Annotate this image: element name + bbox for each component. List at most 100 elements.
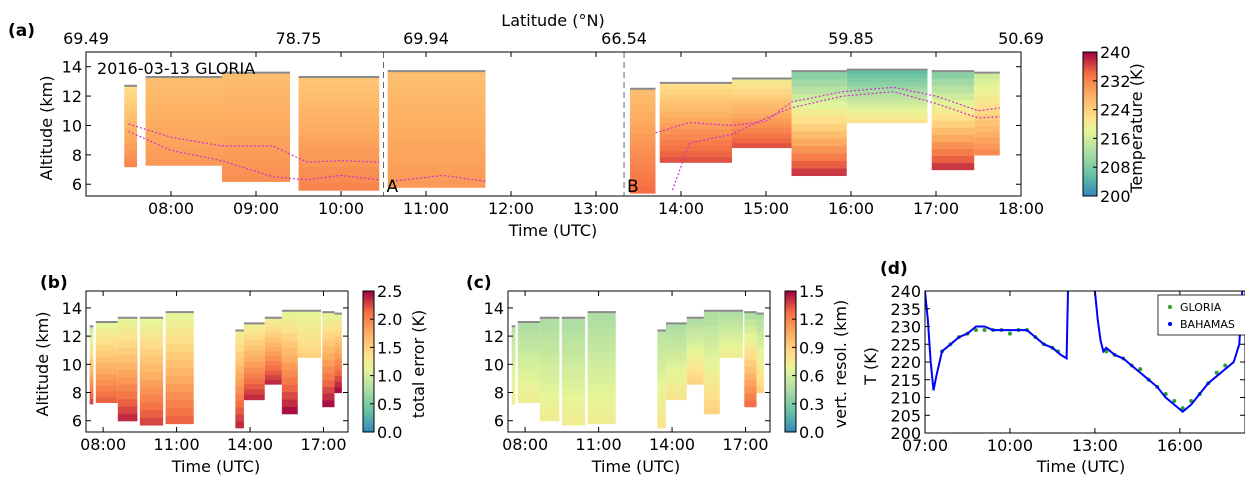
data-segment [89,325,94,405]
heat-cell [587,415,616,425]
y-tick-label: 205 [890,406,921,425]
heat-cell [686,360,704,366]
heat-cell [89,392,94,399]
heat-cell [587,359,616,369]
heat-cell [686,317,704,324]
heat-cell [756,381,764,388]
heat-cell [659,88,732,95]
heat-cell [630,155,656,164]
x-tick-label: 17:00 [722,435,768,454]
heat-cell [719,334,744,338]
heat-cell [281,406,298,415]
data-segment [387,70,486,188]
y-tick-label: 6 [494,412,504,431]
heat-cell [665,388,687,395]
heat-cell [931,85,975,93]
heat-cell [561,409,586,418]
y-tick-label: 10 [484,355,504,374]
heat-cell [387,120,486,130]
heat-cell [243,339,265,346]
heat-cell [322,372,335,381]
heat-cell [235,393,244,401]
heat-cell [165,375,194,385]
heat-cell [744,386,757,394]
heat-cell [145,139,222,147]
legend-marker-bahamas [1168,322,1172,326]
top-tick-label: 66.54 [601,29,647,48]
data-segment [95,321,118,403]
heat-cell [222,126,290,136]
heat-cell [511,381,516,388]
y-tick-label: 240 [890,282,921,301]
heat-cell [517,322,540,329]
data-segment [139,316,164,426]
heat-cell [511,326,516,333]
heat-cell [630,178,656,187]
heat-cell [732,108,792,114]
heat-cell [124,137,137,145]
heat-cell [89,337,94,344]
top-tick-label: 50.69 [998,29,1044,48]
panel-a-top-axis-label: Latitude (°N) [501,11,604,30]
x-tick-label: 14:00 [227,435,273,454]
heat-cell [744,332,757,340]
heat-cell [222,150,290,159]
heat-cell [145,95,222,103]
heat-cell [517,373,540,381]
heat-cell [744,318,757,327]
x-tick-label: 14:00 [649,435,695,454]
heat-cell [756,369,764,377]
heat-cell [95,362,118,369]
heat-cell [387,104,486,114]
heat-cell [235,420,244,429]
heat-cell [235,330,244,339]
heat-cell [974,119,1000,127]
heat-cell [846,103,928,109]
heat-cell [686,336,704,343]
panel-letter-d: (d) [880,259,908,279]
heat-cell [587,336,616,345]
heat-cell [719,320,744,325]
x-tick-label: 13:00 [1072,436,1118,455]
y-tick-label: 14 [484,299,504,318]
heat-cell [124,114,137,122]
heat-cell [117,317,138,326]
heat-cell [281,310,298,319]
heat-cell [561,363,586,372]
y-tick-label: 10 [62,355,82,374]
heat-cell [139,401,164,411]
heat-cell [297,314,322,318]
heat-cell [561,333,586,342]
heat-cell [703,347,720,356]
heat-cell [264,331,282,338]
heat-cell [561,325,586,334]
data-segment [703,309,720,415]
heat-cell [931,148,975,157]
heat-cell [322,345,335,354]
heat-cell [732,88,792,94]
gloria-point [1138,367,1143,372]
heat-cell [334,330,342,337]
panel-a-plot-area: A B 08:00 09:00 10:00 11:00 12:00 13:00 14:00 15:… [62,29,1044,218]
heat-cell [511,387,516,394]
heat-cell [657,372,666,380]
heat-cell [665,345,687,352]
heat-cell [719,350,744,355]
heat-cell [791,100,847,109]
heat-cell [387,87,486,97]
heat-cell [124,91,137,98]
heat-cell [165,336,194,345]
heat-cell [517,390,540,398]
heat-cell [846,114,928,120]
colorbar-tick-label: 216 [1100,129,1131,148]
x-tick-label: 16:00 [1157,436,1203,455]
heat-cell [165,328,194,337]
y-tick-label: 200 [890,424,921,443]
tropopause-line [128,130,380,181]
plot-frame [85,290,349,433]
data-segment [791,70,847,177]
heat-cell [139,409,164,418]
heat-cell [281,318,298,327]
heat-cell [222,173,290,182]
